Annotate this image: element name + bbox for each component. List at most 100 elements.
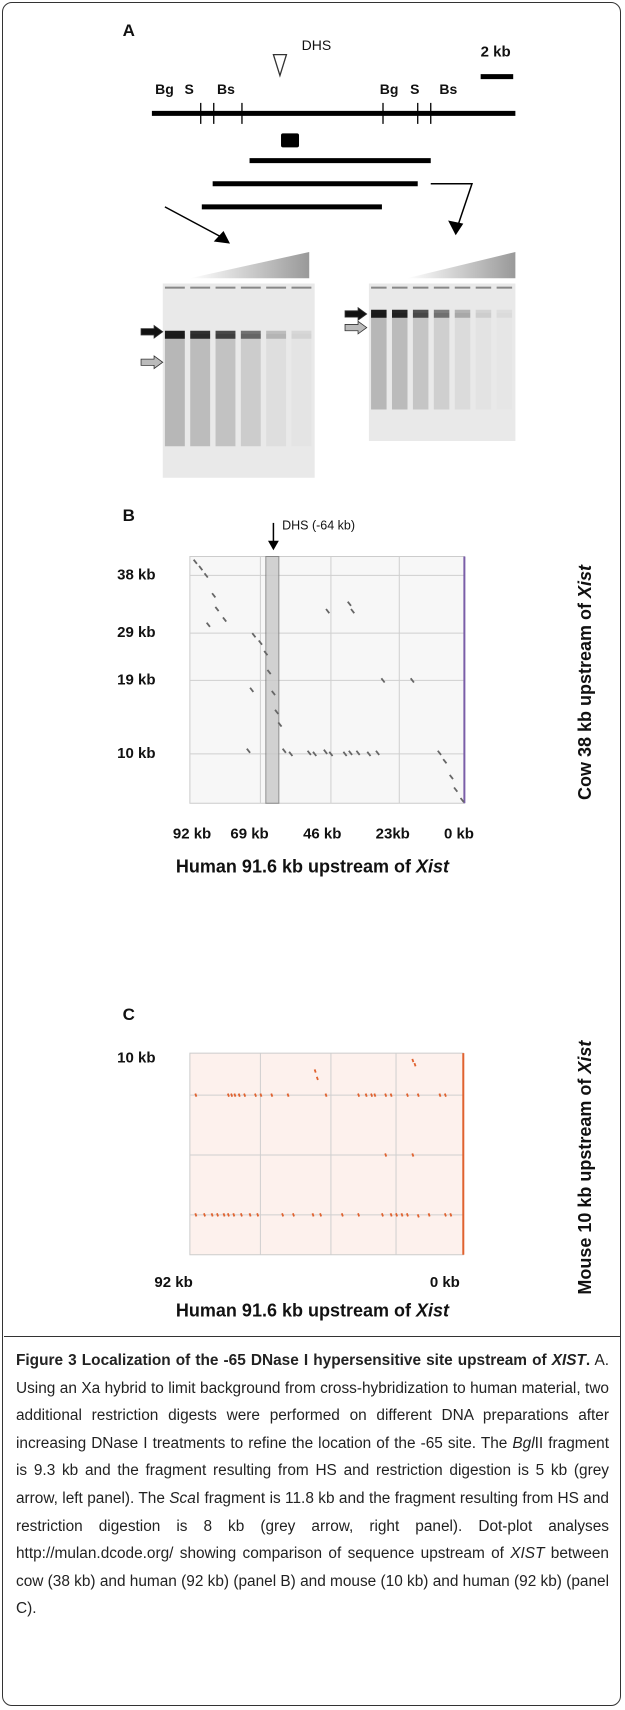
- dot: [391, 1094, 392, 1097]
- site-label: S: [410, 81, 419, 97]
- smear: [165, 334, 185, 446]
- dot: [385, 1153, 386, 1156]
- dot: [224, 1213, 225, 1216]
- band: [241, 331, 261, 339]
- gel-arrow: [141, 356, 163, 369]
- band: [216, 331, 236, 339]
- dot: [407, 1094, 408, 1097]
- pointer: [165, 207, 226, 240]
- well: [371, 287, 387, 289]
- y-axis-title-part: Mouse 10 kb upstream of: [575, 1074, 595, 1295]
- pointer-head: [448, 221, 463, 236]
- dot: [244, 1094, 245, 1097]
- band: [434, 310, 450, 318]
- dot: [239, 1094, 240, 1097]
- caption-body: A. Using an Xa hybrid to limit backgroun…: [16, 1352, 609, 1617]
- dot: [396, 1213, 397, 1216]
- probe: [281, 133, 299, 147]
- y-tick-label: 29 kb: [117, 624, 155, 641]
- well: [292, 287, 312, 289]
- well: [455, 287, 471, 289]
- smear: [497, 313, 513, 410]
- band: [165, 331, 185, 339]
- dot: [342, 1213, 343, 1216]
- dot: [407, 1213, 408, 1216]
- smear: [413, 313, 429, 410]
- dot: [445, 1213, 446, 1216]
- band: [392, 310, 408, 318]
- dot: [450, 1213, 451, 1216]
- dot: [418, 1214, 419, 1217]
- band: [371, 310, 387, 318]
- well: [266, 287, 286, 289]
- dot: [250, 1213, 251, 1216]
- dot: [257, 1213, 258, 1216]
- plot-area: [190, 557, 465, 804]
- x-tick-label: 92 kb: [173, 826, 211, 843]
- panel-label: A: [123, 21, 135, 40]
- caption-title: Localization of the -65 DNase I hypersen…: [82, 1352, 590, 1369]
- caption-body-part: Sca: [169, 1490, 196, 1507]
- well: [190, 287, 210, 289]
- dot: [255, 1094, 256, 1097]
- well: [165, 287, 185, 289]
- x-tick-label: 0 kb: [444, 826, 474, 843]
- dot: [358, 1213, 359, 1216]
- dot: [204, 1213, 205, 1216]
- y-tick-label: 38 kb: [117, 566, 155, 583]
- site-label: Bg: [380, 81, 399, 97]
- dot: [320, 1213, 321, 1216]
- dot: [231, 1094, 232, 1097]
- page: ADHS2 kbBgSBsBgSBsB38 kb29 kb19 kb10 kb9…: [0, 0, 625, 1710]
- well: [241, 287, 261, 289]
- site-label: S: [184, 81, 193, 97]
- y-tick-label: 10 kb: [117, 745, 155, 762]
- y-tick-label: 19 kb: [117, 671, 155, 688]
- dot: [195, 1094, 196, 1097]
- dot: [312, 1213, 313, 1216]
- dhs-triangle: [273, 55, 286, 76]
- x-axis-title: Human 91.6 kb upstream of Xist: [176, 856, 450, 876]
- dot: [288, 1094, 289, 1097]
- smear: [371, 313, 387, 410]
- dot: [228, 1213, 229, 1216]
- dot: [414, 1063, 415, 1066]
- dot: [282, 1213, 283, 1216]
- figure: ADHS2 kbBgSBsBgSBsB38 kb29 kb19 kb10 kb9…: [0, 0, 625, 1330]
- well: [497, 287, 513, 289]
- band: [292, 331, 312, 339]
- dot: [317, 1077, 318, 1080]
- x-tick-label: 0 kb: [430, 1274, 460, 1291]
- dnase-ramp: [407, 252, 516, 278]
- dot: [217, 1213, 218, 1216]
- dot: [241, 1213, 242, 1216]
- gel-arrow: [141, 326, 163, 339]
- dhs-arrow-head: [268, 541, 279, 550]
- smear: [476, 313, 492, 410]
- y-axis-title-part: Xist: [575, 564, 595, 599]
- caption: Figure 3 Localization of the -65 DNase I…: [4, 1336, 621, 1704]
- dot: [418, 1094, 419, 1097]
- dot: [412, 1153, 413, 1156]
- gel-arrow: [345, 308, 367, 321]
- dot: [228, 1094, 229, 1097]
- well: [413, 287, 429, 289]
- dhs-label: DHS (-64 kb): [282, 518, 355, 532]
- x-tick-label: 92 kb: [154, 1274, 192, 1291]
- well: [434, 287, 450, 289]
- band: [497, 310, 513, 318]
- y-axis-title-part: Cow 38 kb upstream of: [575, 598, 595, 800]
- smear: [241, 334, 261, 446]
- dnase-ramp: [190, 252, 309, 278]
- gel-arrow: [345, 321, 367, 334]
- caption-title-part: Localization of the -65 DNase I hypersen…: [82, 1352, 552, 1369]
- y-tick-label: 10 kb: [117, 1049, 155, 1066]
- x-axis-title: Human 91.6 kb upstream of Xist: [176, 1300, 450, 1320]
- well: [216, 287, 236, 289]
- dot: [385, 1094, 386, 1097]
- dot: [391, 1213, 392, 1216]
- smear: [392, 313, 408, 410]
- pointer-head: [214, 231, 230, 244]
- smear: [266, 334, 286, 446]
- x-axis-title-part: Human 91.6 kb upstream of: [176, 856, 416, 876]
